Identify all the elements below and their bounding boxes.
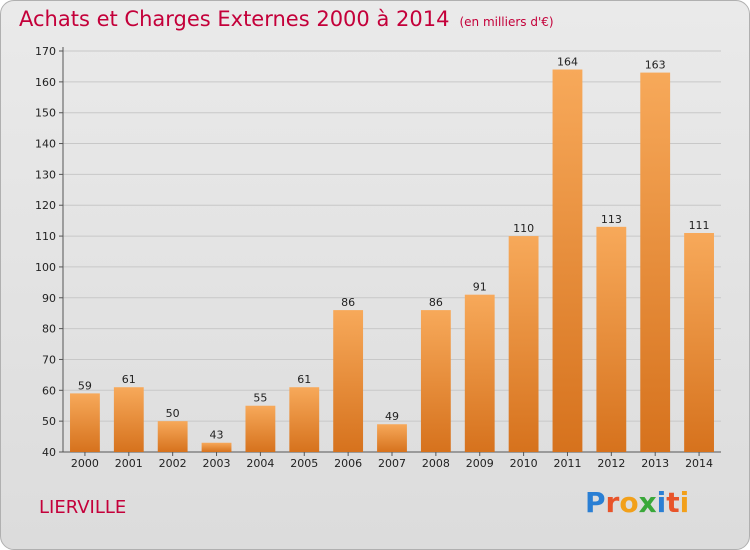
data-label: 164 bbox=[557, 56, 578, 69]
bar-2003 bbox=[201, 442, 232, 452]
logo-letter: P bbox=[585, 486, 606, 519]
logo-letter: x bbox=[638, 486, 657, 519]
y-tick-label: 130 bbox=[35, 168, 56, 181]
x-tick-label: 2006 bbox=[334, 457, 362, 470]
x-tick-labels: 2000 2001 2002 2003 2004 2005 2006 2007 2008 2009… bbox=[71, 457, 713, 470]
x-tick-label: 2013 bbox=[641, 457, 669, 470]
x-tick-label: 2014 bbox=[685, 457, 713, 470]
y-tick-label: 140 bbox=[35, 138, 56, 151]
bar-2006 bbox=[333, 310, 364, 452]
commune-name: LIERVILLE bbox=[39, 497, 127, 518]
bar-2012 bbox=[596, 226, 627, 452]
x-tick-label: 2010 bbox=[510, 457, 538, 470]
proxiti-logo: Proxiti bbox=[585, 486, 689, 519]
data-label: 43 bbox=[210, 429, 224, 442]
y-tick-label: 80 bbox=[42, 323, 56, 336]
data-label: 61 bbox=[297, 373, 311, 386]
bar-2007 bbox=[377, 424, 407, 452]
x-tick-label: 2001 bbox=[115, 457, 143, 470]
y-tick-labels: 40 50 60 70 80 90 100 110 120 130 140 150 160 170 bbox=[35, 45, 56, 459]
logo-letter: i bbox=[679, 486, 690, 519]
data-label: 91 bbox=[473, 281, 487, 294]
data-label: 110 bbox=[513, 222, 534, 235]
x-tick-label: 2002 bbox=[159, 457, 187, 470]
y-tick-label: 170 bbox=[35, 45, 56, 58]
chart-title-text: Achats et Charges Externes 2000 à 2014 bbox=[19, 7, 450, 31]
bar-2013 bbox=[640, 72, 671, 452]
x-tick-label: 2003 bbox=[203, 457, 231, 470]
y-tick-label: 60 bbox=[42, 384, 56, 397]
y-tick-label: 50 bbox=[42, 415, 56, 428]
logo-letter: t bbox=[666, 486, 680, 519]
x-tick-label: 2011 bbox=[553, 457, 581, 470]
x-tick-label: 2008 bbox=[422, 457, 450, 470]
data-label: 50 bbox=[166, 407, 180, 420]
data-label: 61 bbox=[122, 373, 136, 386]
y-tick-label: 100 bbox=[35, 261, 56, 274]
data-label: 59 bbox=[78, 379, 92, 392]
data-label: 163 bbox=[645, 59, 666, 72]
x-tick-label: 2000 bbox=[71, 457, 99, 470]
y-tick-label: 110 bbox=[35, 230, 56, 243]
data-labels: 59 61 50 43 55 61 86 49 86 91 110 164 113 163 111 bbox=[78, 56, 710, 442]
bar-2014 bbox=[684, 232, 714, 452]
chart-title: Achats et Charges Externes 2000 à 2014 (e… bbox=[19, 7, 554, 31]
data-label: 86 bbox=[429, 296, 443, 309]
x-tick-label: 2005 bbox=[290, 457, 318, 470]
logo-letter: r bbox=[605, 486, 620, 519]
x-tick-label: 2007 bbox=[378, 457, 406, 470]
bar-2008 bbox=[420, 310, 451, 452]
data-label: 86 bbox=[341, 296, 355, 309]
bar-2002 bbox=[157, 421, 188, 452]
y-tick-label: 90 bbox=[42, 292, 56, 305]
bar-2004 bbox=[245, 405, 276, 452]
y-tick-label: 70 bbox=[42, 353, 56, 366]
bar-2011 bbox=[552, 69, 583, 452]
y-tick-label: 40 bbox=[42, 446, 56, 459]
bar-2001 bbox=[113, 387, 144, 452]
chart-subtitle: (en milliers d'€) bbox=[459, 15, 554, 29]
data-label: 49 bbox=[385, 410, 399, 423]
x-tick-label: 2012 bbox=[597, 457, 625, 470]
x-tick-label: 2004 bbox=[246, 457, 274, 470]
y-tick-label: 120 bbox=[35, 199, 56, 212]
bars bbox=[70, 69, 714, 452]
bar-2009 bbox=[464, 294, 495, 452]
bar-2010 bbox=[508, 236, 539, 452]
bar-2000 bbox=[70, 393, 100, 452]
bar-2005 bbox=[289, 387, 320, 452]
x-tick-label: 2009 bbox=[466, 457, 494, 470]
y-tick-label: 150 bbox=[35, 107, 56, 120]
logo-letter: i bbox=[656, 486, 667, 519]
data-label: 113 bbox=[601, 213, 622, 226]
logo-letter: o bbox=[619, 486, 639, 519]
y-tick-label: 160 bbox=[35, 76, 56, 89]
data-label: 111 bbox=[689, 219, 710, 232]
data-label: 55 bbox=[253, 392, 267, 405]
